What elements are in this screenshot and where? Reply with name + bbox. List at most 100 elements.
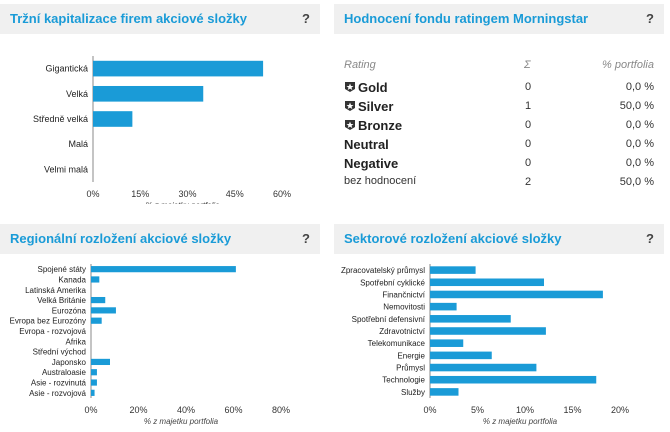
bar — [91, 358, 110, 366]
tick-label: 10% — [516, 405, 534, 415]
morningstar-help-button[interactable]: ? — [646, 11, 654, 26]
rating-count: 0 — [525, 157, 532, 169]
category-label: Velmi malá — [44, 164, 88, 174]
regional-panel: Regionální rozložení akciové složky ? Sp… — [0, 224, 320, 432]
bar — [91, 379, 97, 386]
bar — [430, 351, 492, 360]
category-label: Japonsko — [52, 358, 87, 367]
bar — [91, 276, 100, 283]
rating-row: Neutral 0 0,0 % — [334, 135, 664, 154]
rating-header-rating: Rating — [344, 59, 376, 71]
tick-label: 60% — [273, 189, 291, 199]
market-cap-help-button[interactable]: ? — [302, 11, 310, 26]
tick-label: 20% — [129, 405, 147, 415]
rating-name: Gold — [358, 80, 388, 95]
market-cap-chart: Gigantická Velká Středně velká Malá Velmi ma… — [33, 56, 291, 204]
regional-title: Regionální rozložení akciové složky — [10, 231, 232, 246]
morningstar-header: Hodnocení fondu ratingem Morningstar ? — [334, 4, 664, 34]
tick-label: 20% — [611, 405, 629, 415]
rating-name: Silver — [358, 99, 394, 114]
category-label: Evropa - rozvojová — [19, 327, 86, 336]
bar — [430, 302, 457, 311]
category-label: Malá — [68, 139, 88, 149]
sector-chart: Zpracovatelský průmysl Spotřební cyklické… — [341, 264, 629, 426]
x-axis-label: % z majetku portfolia — [144, 417, 219, 426]
category-label: Telekomunikace — [368, 339, 426, 348]
tick-label: 80% — [272, 405, 290, 415]
bar — [430, 339, 464, 347]
bar — [93, 85, 204, 102]
category-label: Asie - rozvojová — [29, 389, 86, 398]
x-axis-label: % z majetku portfolia — [145, 201, 220, 204]
rating-count: 2 — [525, 176, 532, 188]
bar — [91, 266, 236, 273]
rating-count: 0 — [525, 138, 532, 150]
bar — [430, 290, 603, 299]
regional-help-button[interactable]: ? — [302, 231, 310, 246]
bar — [91, 317, 102, 324]
x-axis-label: % z majetku portfolia — [483, 417, 558, 426]
sector-header: Sektorové rozložení akciové složky ? — [334, 224, 664, 254]
rating-pct: 0,0 % — [625, 81, 654, 93]
category-label: Zdravotnictví — [379, 327, 426, 336]
rating-pct: 50,0 % — [619, 176, 654, 188]
star-icon — [345, 120, 355, 130]
category-label: Velká Británie — [37, 296, 86, 305]
star-icon — [345, 101, 355, 111]
category-label: Australoasie — [42, 368, 87, 377]
rating-name: Negative — [344, 156, 399, 171]
bar — [91, 296, 106, 304]
category-label: Gigantická — [45, 64, 88, 74]
sector-title: Sektorové rozložení akciové složky — [344, 231, 562, 246]
tick-label: 5% — [471, 405, 484, 415]
bar — [430, 388, 459, 396]
category-label: Asie - rozvinutá — [31, 379, 87, 388]
rating-pct: 0,0 % — [625, 157, 654, 169]
category-label: Energie — [397, 351, 425, 360]
bar — [430, 363, 537, 372]
category-label: Středně velká — [33, 114, 88, 124]
market-cap-title: Tržní kapitalizace firem akciové složky — [10, 11, 248, 26]
rating-row: Gold 0 0,0 % — [334, 78, 664, 97]
category-label: Spotřební defensivní — [352, 315, 426, 324]
rating-pct: 0,0 % — [625, 119, 654, 131]
bar — [430, 375, 597, 384]
category-label: Nemovitosti — [383, 303, 425, 312]
tick-label: 30% — [178, 189, 196, 199]
category-label: Spojené státy — [38, 265, 86, 274]
rating-row: Negative 0 0,0 % — [334, 154, 664, 173]
tick-label: 0% — [84, 405, 97, 415]
tick-label: 40% — [177, 405, 195, 415]
rating-name: Bronze — [358, 118, 403, 133]
rating-name: Neutral — [344, 137, 389, 152]
bar — [430, 315, 511, 323]
regional-header: Regionální rozložení akciové složky ? — [0, 224, 320, 254]
tick-label: 0% — [423, 405, 436, 415]
category-label: Velká — [66, 89, 88, 99]
sector-panel: Sektorové rozložení akciové složky ? Zpr… — [334, 224, 664, 432]
rating-header-count: Σ — [524, 59, 531, 71]
rating-pct: 50,0 % — [619, 100, 654, 112]
rating-table: Rating Σ % portfolia Gold 0 0,0 % Silver 1 50… — [334, 34, 664, 199]
tick-label: 60% — [224, 405, 242, 415]
category-label: Eurozóna — [52, 306, 87, 315]
bar — [91, 389, 95, 396]
rating-pct: 0,0 % — [625, 138, 654, 150]
category-label: Technologie — [382, 376, 425, 385]
tick-label: 0% — [86, 189, 99, 199]
tick-label: 15% — [563, 405, 581, 415]
category-label: Průmysl — [396, 364, 425, 373]
sector-help-button[interactable]: ? — [646, 231, 654, 246]
market-cap-header: Tržní kapitalizace firem akciové složky … — [0, 4, 320, 34]
rating-row: Silver 1 50,0 % — [334, 97, 664, 116]
rating-count: 1 — [525, 100, 532, 112]
category-label: Latinská Amerika — [25, 286, 86, 295]
category-label: Afrika — [66, 337, 87, 346]
category-label: Střední východ — [33, 348, 86, 357]
rating-header-pct: % portfolia — [602, 59, 654, 71]
bar — [93, 111, 133, 127]
bar — [91, 307, 116, 314]
tick-label: 45% — [226, 189, 244, 199]
bar — [430, 266, 476, 274]
